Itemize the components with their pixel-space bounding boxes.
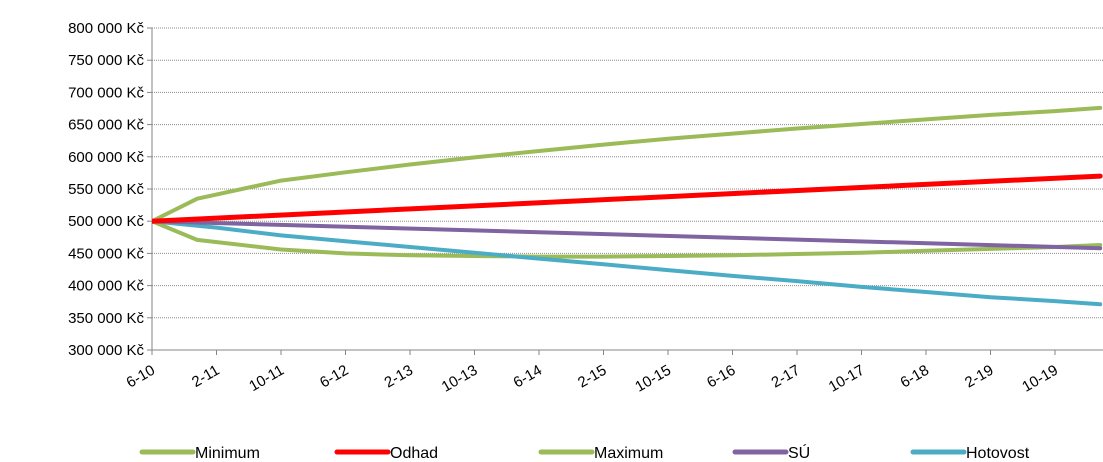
- series-line-maximum: [152, 105, 1103, 224]
- y-axis-tick-labels: 300 000 Kč 350 000 Kč 400 000 Kč 450 000 Kč…: [68, 20, 144, 359]
- x-tick-label: 6-18: [897, 362, 932, 392]
- x-tick-label: 6-16: [704, 362, 739, 392]
- y-tick-label: 350 000 Kč: [68, 310, 144, 327]
- y-tick-label: 700 000 Kč: [68, 84, 144, 101]
- series-line-sú: [152, 219, 1103, 251]
- gridlines: [152, 27, 1103, 319]
- series-line-hotovost: [152, 219, 1103, 307]
- legend-label: Minimum: [195, 445, 260, 462]
- legend: Minimum Odhad Maximum SÚ Hotovost: [139, 443, 1030, 462]
- x-tick-label: 10-17: [826, 362, 868, 396]
- x-tick-label: 6-12: [317, 362, 352, 392]
- x-tick-label: 10-15: [632, 362, 674, 396]
- x-tick-label: 2-13: [381, 362, 416, 392]
- y-tick-label: 600 000 Kč: [68, 149, 144, 166]
- x-tick-label: 2-17: [768, 362, 803, 392]
- series-lines: [152, 105, 1103, 307]
- y-tick-label: 650 000 Kč: [68, 117, 144, 134]
- x-tick-label: 6-10: [123, 362, 158, 392]
- y-tick-label: 500 000 Kč: [68, 213, 144, 230]
- x-tick-label: 10-11: [246, 362, 287, 395]
- y-tick-label: 400 000 Kč: [68, 278, 144, 295]
- axes: [147, 27, 1103, 355]
- x-tick-label: 10-13: [439, 362, 481, 396]
- legend-label: SÚ: [788, 443, 810, 462]
- y-tick-label: 300 000 Kč: [68, 342, 144, 359]
- x-tick-label: 10-19: [1019, 362, 1061, 396]
- x-tick-label: 6-14: [510, 362, 545, 392]
- x-tick-label: 2-19: [962, 362, 997, 392]
- x-axis-tick-labels: 6-10 2-11 10-11 6-12 2-13 10-13 6-14 2-15 10-15 6…: [123, 362, 1061, 396]
- y-tick-label: 550 000 Kč: [68, 181, 144, 198]
- y-tick-label: 750 000 Kč: [68, 52, 144, 69]
- legend-label: Odhad: [390, 445, 438, 462]
- legend-label: Maximum: [594, 445, 663, 462]
- y-tick-label: 450 000 Kč: [68, 245, 144, 262]
- legend-label: Hotovost: [966, 445, 1030, 462]
- y-tick-label: 800 000 Kč: [68, 20, 144, 37]
- series-line-minimum: [152, 219, 1103, 259]
- x-tick-label: 2-11: [189, 362, 223, 391]
- series-line-odhad: [152, 173, 1103, 224]
- x-tick-label: 2-15: [575, 362, 610, 392]
